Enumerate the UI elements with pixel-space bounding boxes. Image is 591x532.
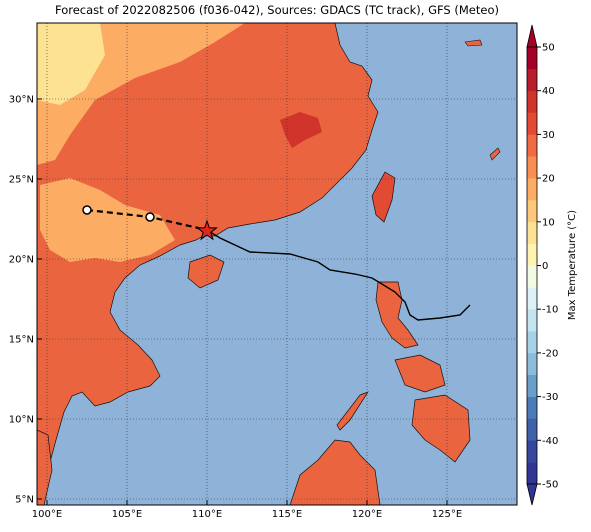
colorbar-tick-label: 0: [542, 261, 548, 272]
lat-tick-label: 10°N: [9, 415, 34, 426]
colorbar-bin: [527, 462, 537, 485]
land-luzon: [375, 281, 419, 349]
map-title: Forecast of 2022082506 (f036-042), Sourc…: [55, 3, 499, 17]
colorbar-bin: [527, 265, 537, 288]
colorbar-tick-label: -10: [542, 305, 558, 316]
lon-tick-label: 110°E: [192, 509, 222, 520]
land-light-region: [40, 178, 175, 262]
land-korea-islet: [464, 39, 483, 47]
colorbar-extend: [526, 24, 538, 48]
colorbar-tick-label: 10: [542, 217, 555, 228]
map-area: [37, 23, 517, 505]
colorbar-bin: [527, 112, 537, 135]
land-taiwan: [371, 171, 396, 223]
colorbar-bin: [527, 178, 537, 201]
land-japan-islet: [489, 147, 501, 161]
colorbar-label: Max Temperature (°C): [567, 210, 578, 320]
colorbar-bin: [527, 221, 537, 244]
colorbar-tick-label: 30: [542, 130, 555, 141]
colorbar-bin: [527, 374, 537, 397]
lat-tick-label: 15°N: [9, 335, 34, 346]
lon-tick-label: 125°E: [432, 509, 462, 520]
colorbar-bin: [527, 396, 537, 419]
colorbar-bin: [527, 287, 537, 310]
colorbar-bin: [527, 418, 537, 441]
colorbar-bin: [527, 309, 537, 332]
colorbar-tick-label: -30: [542, 392, 558, 403]
track-forecast: [206, 229, 471, 321]
colorbar-bin: [527, 440, 537, 463]
land-borneo: [289, 439, 381, 505]
storm-position: [196, 219, 218, 241]
lon-tick-label: 105°E: [112, 509, 142, 520]
lat-tick-label: 5°N: [15, 495, 34, 506]
colorbar-bin: [527, 199, 537, 223]
track-point: [145, 212, 155, 222]
colorbar-tick-label: -50: [542, 480, 558, 491]
lon-tick-label: 120°E: [352, 509, 382, 520]
land-pale-region: [37, 23, 105, 105]
graticule: [37, 23, 517, 505]
land-mindanao: [411, 394, 471, 463]
land-palawan: [336, 391, 369, 431]
land-sumatra: [37, 429, 53, 505]
land-hot-spot: [280, 112, 322, 148]
lat-tick-label: 30°N: [9, 95, 34, 106]
colorbar-bin: [527, 68, 537, 91]
colorbar: -50 -40 -30 -20 -10 0 10 20 30 40 50: [526, 24, 558, 506]
colorbar-bin: [527, 90, 537, 113]
colorbar-tick-label: -40: [542, 436, 558, 447]
colorbar-extend: [526, 483, 538, 506]
lon-tick-label: 100°E: [32, 509, 62, 520]
track-point: [82, 205, 92, 215]
colorbar-bin: [527, 352, 537, 376]
land-visayas: [394, 354, 446, 393]
colorbar-tick-label: 50: [542, 43, 555, 54]
colorbar-tick-label: 40: [542, 86, 555, 97]
colorbar-tick-label: 20: [542, 174, 555, 185]
colorbar-bin: [527, 331, 537, 354]
lat-tick-label: 20°N: [9, 255, 34, 266]
land-hainan: [187, 254, 225, 289]
map-frame: [36, 22, 518, 506]
lon-tick-label: 115°E: [272, 509, 302, 520]
colorbar-bin: [527, 134, 537, 157]
colorbar-bin: [527, 156, 537, 179]
lat-tick-label: 25°N: [9, 175, 34, 186]
colorbar-bin: [527, 243, 537, 266]
colorbar-tick-label: -20: [542, 348, 558, 359]
colorbar-bin: [527, 47, 537, 70]
